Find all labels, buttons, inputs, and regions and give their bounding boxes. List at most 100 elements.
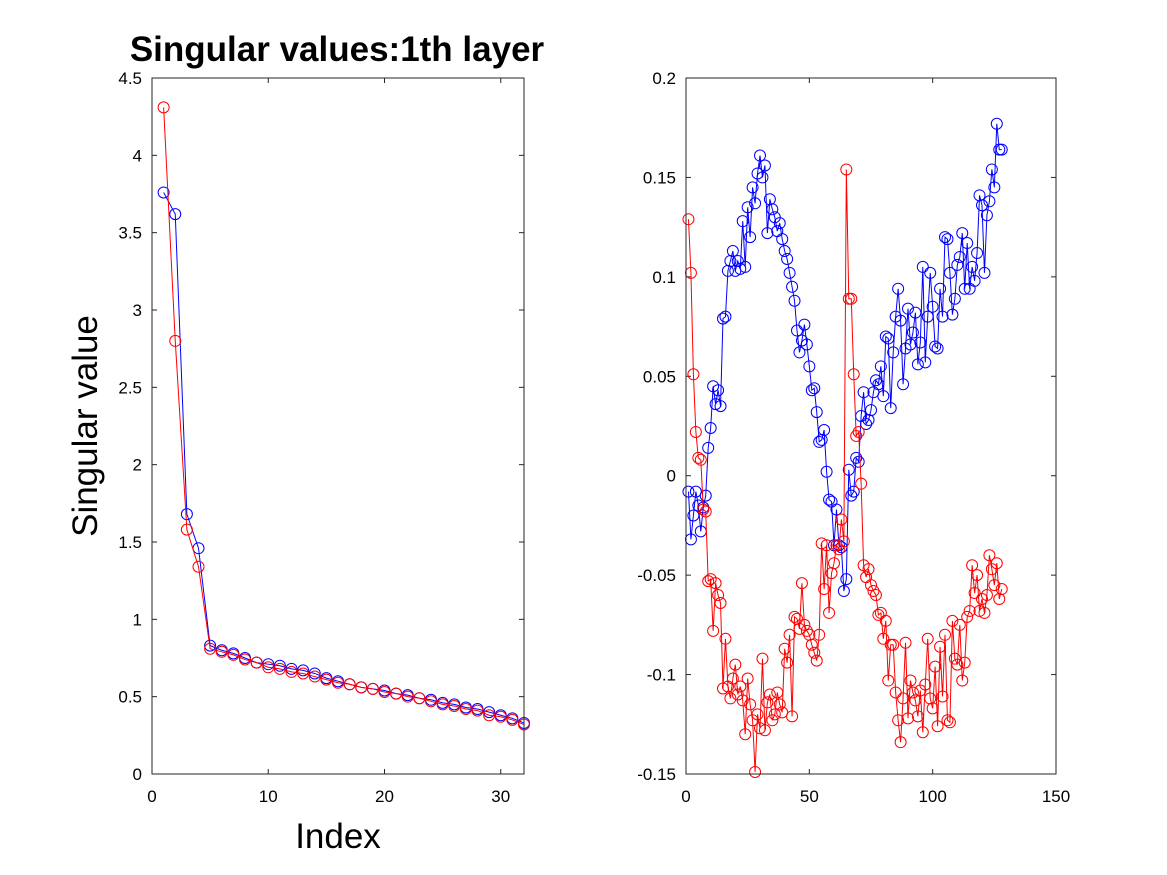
right-series-1-point	[968, 587, 981, 600]
left-ticks: 0 10 20 30 0 0.5 1 1.5 2 2.5 3 3.5 4 4.5	[118, 69, 524, 806]
right-series-0-point	[906, 326, 919, 339]
right-series-0-point	[971, 246, 984, 259]
right-series-0-point	[980, 209, 993, 222]
right-series-1-point	[877, 632, 890, 645]
left-series-0-point	[157, 186, 170, 199]
right-series-1-point	[749, 766, 762, 779]
right-series-0-point	[837, 585, 850, 598]
right-series-0-point	[911, 358, 924, 371]
right-series-1-point	[835, 513, 848, 526]
right-series-1-point	[734, 680, 747, 693]
right-series-0-point	[946, 308, 959, 321]
right-series-0-point	[882, 332, 895, 345]
right-series-1-point	[682, 213, 695, 226]
right-series-1-point	[904, 674, 917, 687]
left-series-1-point	[506, 713, 519, 726]
left-x-tick-label: 30	[491, 787, 510, 806]
right-series-1-point	[899, 636, 912, 649]
left-y-tick-label: 3.5	[118, 224, 142, 243]
right-series-0-point	[739, 260, 752, 273]
right-series-0-point	[744, 231, 757, 244]
right-series-0-point	[798, 318, 811, 331]
right-series-0-point	[921, 310, 934, 323]
left-y-tick-label: 3	[133, 301, 142, 320]
right-y-tick-label: -0.1	[647, 666, 676, 685]
right-series-1-point	[724, 692, 737, 705]
right-series-1-point	[761, 696, 774, 709]
left-series-1-point	[378, 686, 391, 699]
right-series-0-point	[820, 465, 833, 478]
right-series-0-point	[869, 374, 882, 387]
right-series-1-point	[736, 694, 749, 707]
left-y-tick-label: 1.5	[118, 533, 142, 552]
right-panel: 0 50 100 150 -0.15 -0.1 -0.05 0 0.05 0.1 0.15 0.2	[637, 69, 1070, 806]
right-series-1-point	[813, 628, 826, 641]
left-series-0-point	[204, 639, 217, 652]
right-y-tick-label: 0.2	[652, 69, 676, 88]
right-series-0-point	[995, 143, 1008, 156]
right-series-0-point	[786, 280, 799, 293]
right-series-1-point	[842, 292, 855, 305]
right-series-1-point	[911, 710, 924, 723]
left-y-tick-label: 4	[133, 146, 142, 165]
right-x-tick-label: 0	[681, 787, 690, 806]
right-series-1-point	[766, 714, 779, 727]
right-series-0-point	[897, 378, 910, 391]
right-series-0-point	[709, 398, 722, 411]
right-series-1-point	[855, 477, 868, 490]
right-series-0-point	[803, 360, 816, 373]
right-series-1-point	[783, 628, 796, 641]
right-series-0-point	[877, 390, 890, 403]
right-series-1-point	[781, 656, 794, 669]
right-ticks: 0 50 100 150 -0.15 -0.1 -0.05 0 0.05 0.1 0.15 0.2	[637, 69, 1070, 806]
right-series-0-point	[993, 143, 1006, 156]
right-series-1-point	[845, 292, 858, 305]
right-series-0-point	[976, 199, 988, 212]
right-series-0-point	[956, 227, 969, 240]
right-series-1-point	[882, 674, 895, 687]
right-series-0-point	[916, 260, 929, 273]
right-series-1-point	[956, 674, 969, 687]
right-series-0-point	[874, 360, 887, 373]
right-series-0-point	[813, 435, 826, 448]
right-series-0-point	[766, 203, 779, 216]
right-series-0-point	[884, 402, 897, 415]
right-series-1-point	[815, 537, 828, 550]
right-series-1-point	[921, 632, 934, 645]
right-series-1-point	[872, 608, 885, 621]
right-series-0-point	[793, 346, 806, 359]
left-series	[157, 101, 530, 731]
right-series-0-point	[808, 382, 821, 395]
right-series-0-point	[983, 195, 996, 208]
right-series-0-point	[850, 451, 863, 464]
right-series-0-point	[847, 485, 860, 498]
right-series-0-point	[961, 237, 974, 250]
right-series-1-point	[773, 698, 786, 711]
left-series-1-point	[227, 648, 240, 661]
left-axes-box	[151, 77, 525, 775]
right-series-0-point	[840, 573, 853, 586]
right-x-tick-label: 50	[800, 787, 819, 806]
right-series-1-point	[916, 726, 929, 739]
left-series-1-point	[250, 656, 263, 669]
left-series-1-point	[425, 695, 437, 708]
right-series-0-point	[934, 282, 947, 295]
right-series-1-point	[689, 425, 702, 438]
left-series-1-point	[180, 523, 193, 536]
right-series-1-point	[795, 577, 808, 590]
right-series-1-point	[823, 606, 836, 619]
right-series-0-point	[919, 356, 932, 369]
right-series-0-point	[788, 294, 801, 307]
left-series-1-point	[332, 676, 344, 689]
right-series-0-point	[909, 306, 922, 319]
left-y-tick-label: 0.5	[118, 688, 142, 707]
right-series-1-point	[808, 646, 821, 659]
right-series-1-point	[865, 579, 877, 592]
right-series-1-point	[726, 672, 739, 685]
left-series-1-point	[436, 698, 449, 711]
right-series-0-point	[712, 384, 725, 397]
right-series-1-point	[973, 604, 986, 617]
right-series-1-point	[978, 606, 991, 619]
right-series-1-point	[953, 618, 966, 631]
